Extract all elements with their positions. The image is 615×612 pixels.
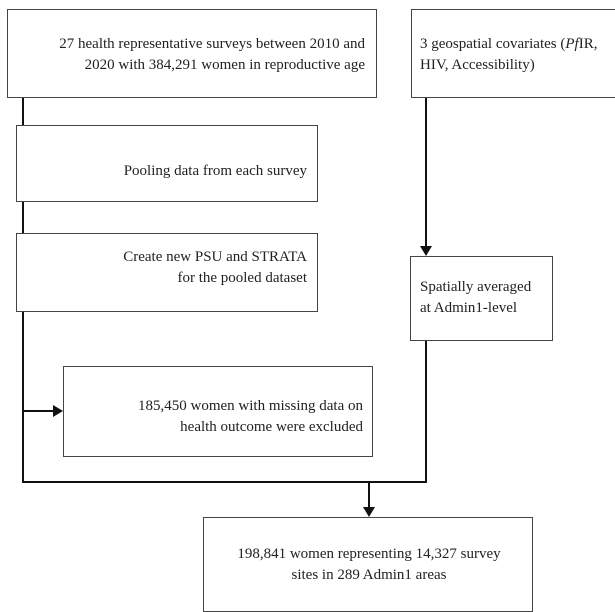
psu-strata-box: Create new PSU and STRATA for the pooled… [16,233,318,312]
covariates-line-1-post: IR, [578,36,598,52]
covariates-line-1-italic: Pf [565,36,579,52]
covariates-line-1-pre: 3 geospatial covariates ( [420,36,566,52]
final-line-2: sites in 289 Admin1 areas [291,567,447,583]
excluded-line-2: health outcome were excluded [180,419,363,435]
excluded-line-1: 185,450 women with missing data on [138,398,363,414]
spatial-line-1: Spatially averaged [420,279,532,295]
final-line-1: 198,841 women representing 14,327 survey [237,546,501,562]
exclusion-branch-connector [22,410,54,412]
surveys-line-2: 2020 with 384,291 women in reproductive … [84,57,365,73]
final-down-connector [368,481,370,508]
merge-horizontal-connector [22,481,427,483]
arrowhead-to-excluded [53,405,63,417]
pooling-text: Pooling data from each survey [123,163,307,179]
spatial-average-box: Spatially averaged at Admin1-level [410,256,553,341]
psu-line-2: for the pooled dataset [177,270,307,286]
arrowhead-to-final [363,507,375,517]
spatial-line-2: at Admin1-level [420,300,518,316]
arrowhead-to-spatial [420,246,432,256]
covariates-box: 3 geospatial covariates (PfIR, HIV, Acce… [411,9,615,98]
right-main-connector-top [425,97,427,247]
surveys-box: 27 health representative surveys between… [7,9,377,98]
pooling-box: Pooling data from each survey [16,125,318,202]
excluded-box: 185,450 women with missing data on healt… [63,366,373,457]
surveys-line-1: 27 health representative surveys between… [59,36,365,52]
covariates-line-1: 3 geospatial covariates (PfIR, [420,34,597,54]
final-sample-box: 198,841 women representing 14,327 survey… [203,517,533,612]
covariates-line-2: HIV, Accessibility) [420,57,535,73]
right-main-connector-bottom [425,341,427,483]
psu-line-1: Create new PSU and STRATA [123,249,307,265]
